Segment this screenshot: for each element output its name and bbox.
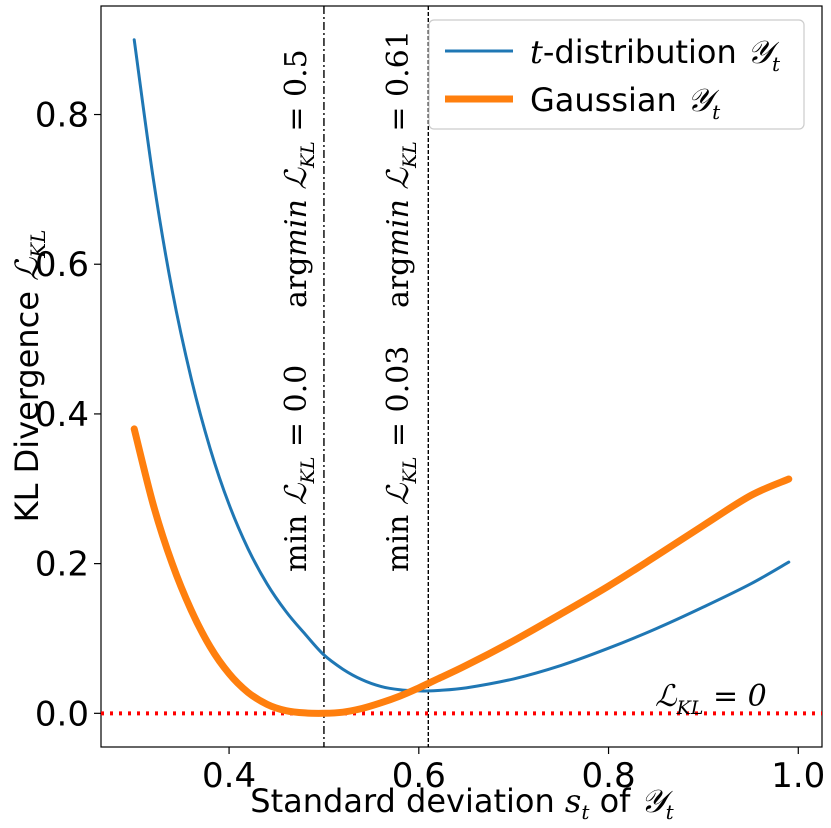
annotation-min-gaussian: min ℒKL = 0.0 xyxy=(279,365,319,572)
y-axis-label: KL Divergence ℒKL xyxy=(8,230,50,523)
annotation-min-t-distribution: min ℒKL = 0.03 xyxy=(381,346,421,572)
y-tick-label: 0.8 xyxy=(35,96,89,136)
t-distribution-curve xyxy=(132,38,791,693)
gaussian-curve xyxy=(130,425,793,717)
x-axis-label: Standard deviation st of 𝒴t xyxy=(250,782,674,824)
x-tick-label: 0.6 xyxy=(392,756,446,796)
legend-box xyxy=(428,19,805,130)
annotation-argmin-gaussian: argmin ℒKL = 0.5 xyxy=(279,49,319,308)
y-tick-label: 0.6 xyxy=(35,245,89,285)
legend-label-t-distribution: t-distribution 𝒴t xyxy=(530,33,781,76)
plot-frame xyxy=(100,5,823,748)
legend-label-gaussian: Gaussian 𝒴t xyxy=(530,81,721,124)
annotation-zero-line: ℒKL = 0 xyxy=(655,679,767,719)
ticks-layer: 0.4 0.6 0.8 1.0 0.0 0.2 0.4 0.6 0.8 xyxy=(35,96,825,796)
y-tick-label: 0.2 xyxy=(35,545,89,585)
legend: t-distribution 𝒴t Gaussian 𝒴t xyxy=(428,19,805,130)
y-tick-label: 0.0 xyxy=(35,694,89,734)
x-tick-label: 0.4 xyxy=(202,756,256,796)
y-tick-label: 0.4 xyxy=(35,395,89,435)
x-tick-label: 0.8 xyxy=(582,756,636,796)
x-tick-label: 1.0 xyxy=(771,756,825,796)
annotation-argmin-t-distribution: argmin ℒKL = 0.61 xyxy=(381,30,421,308)
